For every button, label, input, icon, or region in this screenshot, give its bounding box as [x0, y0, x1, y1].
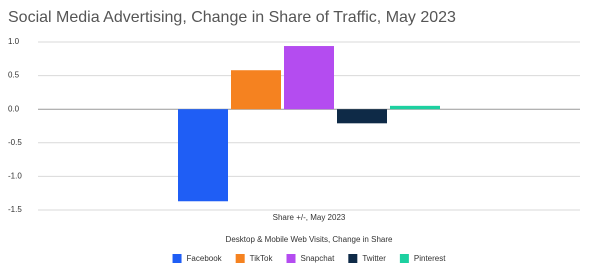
legend-label: Facebook	[187, 254, 223, 263]
legend-swatch	[399, 254, 409, 263]
y-tick-label: 0.0	[8, 104, 20, 113]
legend-swatch	[235, 254, 245, 263]
y-tick-label: -0.5	[8, 138, 22, 147]
y-tick-label: 0.5	[8, 71, 20, 80]
bar	[390, 105, 440, 110]
bar	[231, 70, 281, 110]
legend-swatch	[286, 254, 296, 263]
bar	[337, 109, 387, 124]
legend-swatch	[172, 254, 182, 263]
legend-label: TikTok	[250, 254, 274, 263]
bar	[178, 109, 228, 202]
y-tick-label: 1.0	[8, 37, 20, 46]
legend-title: Desktop & Mobile Web Visits, Change in S…	[226, 235, 393, 244]
legend-label: Pinterest	[414, 254, 446, 263]
chart-title: Social Media Advertising, Change in Shar…	[8, 9, 456, 26]
y-tick-label: -1.0	[8, 172, 22, 181]
legend: Facebook TikTok Snapchat Twitter Pinterest	[172, 254, 446, 263]
bar	[284, 46, 334, 110]
y-tick-label: -1.5	[8, 205, 22, 214]
legend-swatch	[348, 254, 358, 263]
legend-label: Snapchat	[301, 254, 336, 263]
legend-label: Twitter	[362, 254, 386, 263]
x-tick-label: Share +/-, May 2023	[273, 213, 346, 222]
